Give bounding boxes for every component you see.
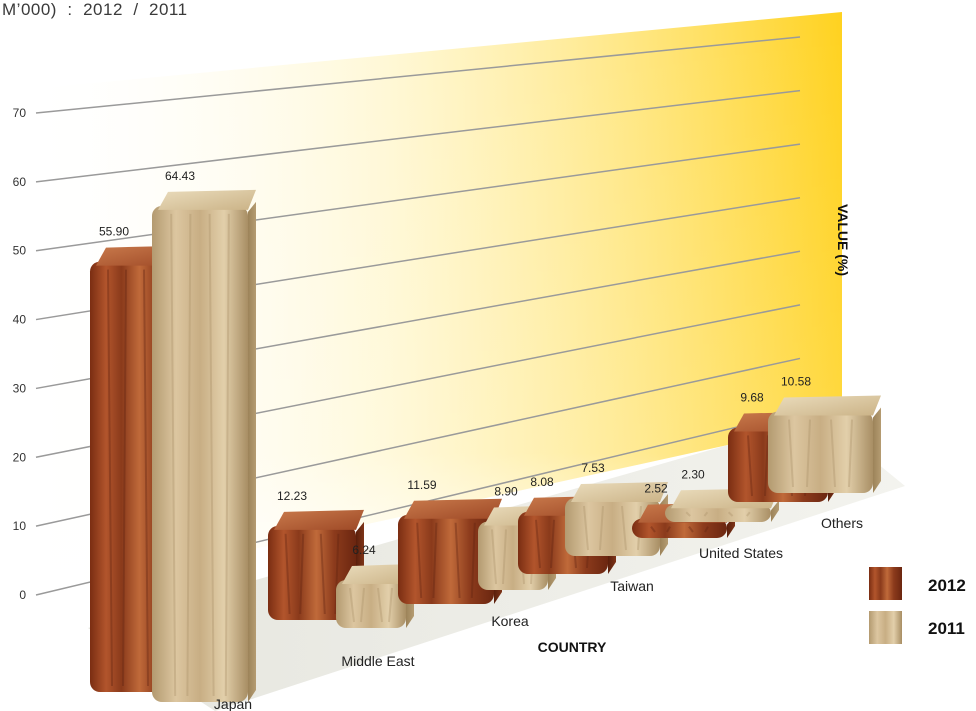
bar-2012-1-grain [299,533,305,615]
data-label-2011: 6.24 [352,543,376,557]
category-label: Korea [491,613,529,629]
bar-2011-0-grain [170,213,177,697]
bar-2012-4-grain [688,526,694,533]
data-label-2011: 2.30 [681,467,705,481]
bar-2011-4-grain [703,511,709,517]
bar-2011-4-front [665,504,771,522]
bar-2011-5-grain [830,419,836,488]
bar-2012-1-front [268,525,356,620]
y-tick-label: 20 [13,450,27,464]
bar-2011-1-top [342,563,414,584]
data-label-2012: 2.52 [644,482,668,496]
data-label-2012: 8.08 [530,475,554,489]
bar-2012-0-grain [143,269,149,687]
bar-2012-2-grain [454,522,461,599]
category-label: Taiwan [610,578,654,594]
y-tick-label: 0 [19,588,26,602]
bar-2012-4-grain [650,526,656,533]
bar-2012-1-grain [319,533,326,615]
page-title: M’000) : 2012 / 2011 [2,0,188,19]
category-label: Japan [214,696,252,711]
x-axis-title: COUNTRY [538,639,607,655]
bar-2011-1-grain [388,587,393,623]
bar-2011-3-grain [621,505,627,551]
bar-2011-5-top [774,395,881,416]
bar-2011-5-grain [788,419,794,488]
category-label: Middle East [341,653,414,669]
bar-2011-3-grain [599,505,604,551]
bar-2011-0 [152,189,256,703]
data-label-2011: 8.90 [494,484,518,498]
bar-2011-3-front [565,498,660,556]
legend-swatch-2012 [869,567,902,600]
bar-2011-4-grain [727,511,734,517]
data-label-2011: 10.58 [781,375,811,389]
category-label: United States [699,545,783,561]
y-tick-label: 30 [13,381,27,395]
bar-2012-3-grain [535,519,541,569]
bar-2011-0-grain [208,213,215,697]
bar-2012-4-grain [704,526,709,533]
data-label-2011: 64.43 [165,169,195,183]
bar-2012-0-grain [122,269,127,687]
y-tick-label: 10 [13,519,27,533]
data-label-2012: 11.59 [407,478,436,492]
bar-2012-2-grain [470,522,476,599]
gridline [35,36,801,114]
bar-2011-1-grain [377,587,383,623]
legend: 2012 2011 [869,567,966,644]
legend-swatch-2011 [869,611,902,644]
bar-2011-2-grain [491,529,497,585]
data-label-2012: 9.68 [740,390,764,404]
bar-2011-3-grain [583,505,589,551]
bar-2011-5-grain [806,419,811,488]
bar-2011-1-front [336,579,406,628]
y-tick-label: 60 [13,175,27,189]
gridline [35,89,801,183]
bar-2011-0-top [158,189,256,210]
bar-2012-4-grain [666,526,671,533]
bar-2012-3-grain [550,519,555,569]
bar-2012-2-grain [416,522,423,599]
y-tick-label: 70 [13,106,27,120]
bar-2012-2-front [398,514,494,604]
bar-2012-1-grain [284,533,291,615]
legend-label-2011: 2011 [928,619,965,638]
bar-2011-2-grain [502,529,507,585]
legend-item-2012: 2012 [869,567,966,600]
category-label: Others [821,515,863,531]
y-tick-label: 50 [13,244,27,258]
bar-2012-4-front [632,518,727,538]
bar-2012-0-grain [107,269,113,687]
bar-2011-5 [768,395,881,493]
legend-label-2012: 2012 [928,576,966,595]
data-label-2012: 12.23 [277,489,307,503]
bar-2011-0-grain [186,213,192,697]
data-label-2012: 55.90 [99,225,129,239]
legend-item-2011: 2011 [869,611,965,644]
bar-2011-5-side [873,407,881,493]
bar-2011-4-side [771,500,779,522]
bar-2011-3-top [571,482,668,503]
bar-2011-4 [665,488,779,522]
bar-2012-5-grain [764,435,769,497]
bar-2011-0-grain [224,213,230,697]
bar-2011-0-front [152,205,248,703]
bar-2012-2-top [404,498,502,519]
bar-2011-0-side [248,201,256,702]
bar-2012-1-grain [334,533,340,615]
bar-2012-5-grain [747,435,753,497]
bar-2011-4-grain [685,511,691,517]
bar-2011-4-grain [746,511,751,517]
bar-2011-1-grain [360,587,365,623]
bar-2012-2-grain [432,522,438,599]
bar-2011-5-front [768,411,873,493]
bar-2011-5-grain [848,419,853,488]
data-label-2011: 7.53 [581,461,605,475]
bar-2012-1-top [274,509,364,530]
bar-2011-1-grain [349,587,355,623]
y-axis-title: VALUE (%) [835,204,851,276]
y-tick-label: 40 [13,313,27,327]
